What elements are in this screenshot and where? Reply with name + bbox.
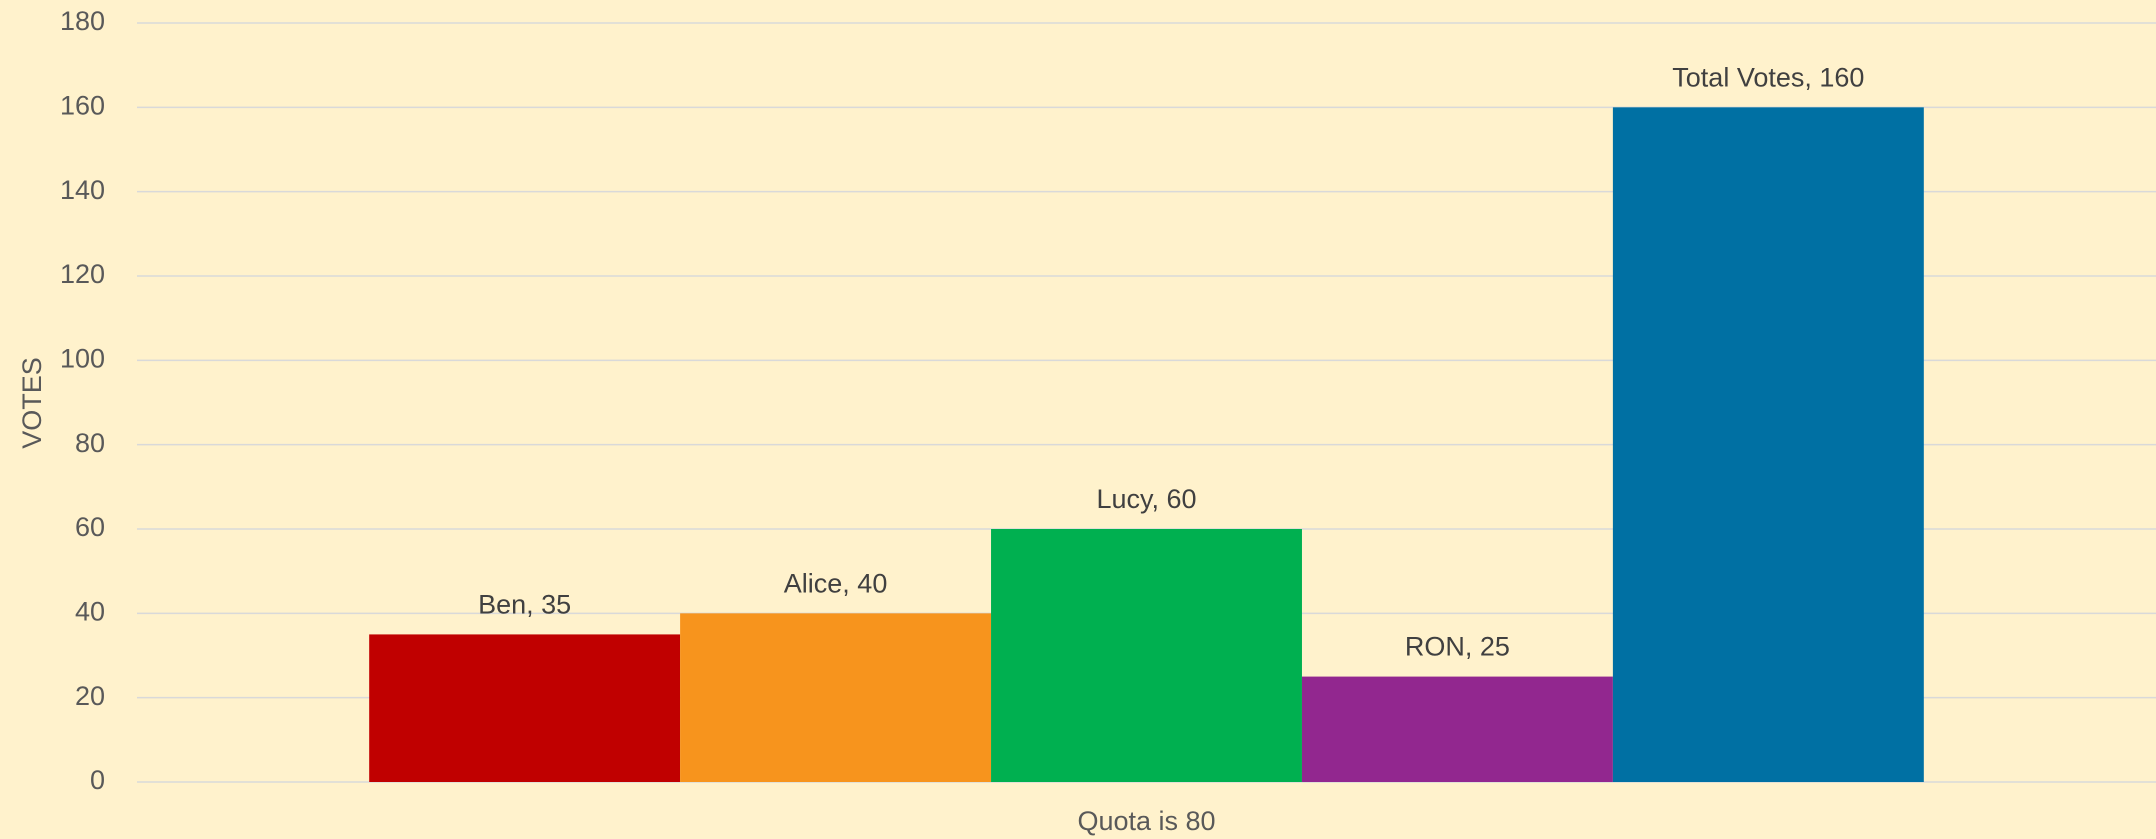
- bar: [1301, 676, 1613, 782]
- y-tick-label: 20: [75, 681, 105, 711]
- y-tick-label: 120: [60, 259, 105, 289]
- y-tick-label: 0: [90, 765, 105, 795]
- y-tick-label: 140: [60, 175, 105, 205]
- data-label: Total Votes, 160: [1672, 62, 1864, 92]
- y-tick-label: 40: [75, 596, 105, 626]
- y-axis-label: VOTES: [17, 357, 47, 449]
- y-tick-label: 160: [60, 90, 105, 120]
- data-label: RON, 25: [1405, 632, 1510, 662]
- x-tick-label: Quota is 80: [1077, 806, 1215, 836]
- data-label: Alice, 40: [784, 568, 888, 598]
- bar: [1612, 107, 1924, 783]
- y-tick-label: 100: [60, 343, 105, 373]
- bar: [680, 613, 992, 782]
- bar: [369, 634, 681, 782]
- y-tick-label: 180: [60, 6, 105, 36]
- data-label: Lucy, 60: [1096, 484, 1196, 514]
- data-label: Ben, 35: [478, 590, 571, 620]
- y-tick-label: 60: [75, 512, 105, 542]
- bar: [991, 529, 1302, 782]
- y-tick-label: 80: [75, 428, 105, 458]
